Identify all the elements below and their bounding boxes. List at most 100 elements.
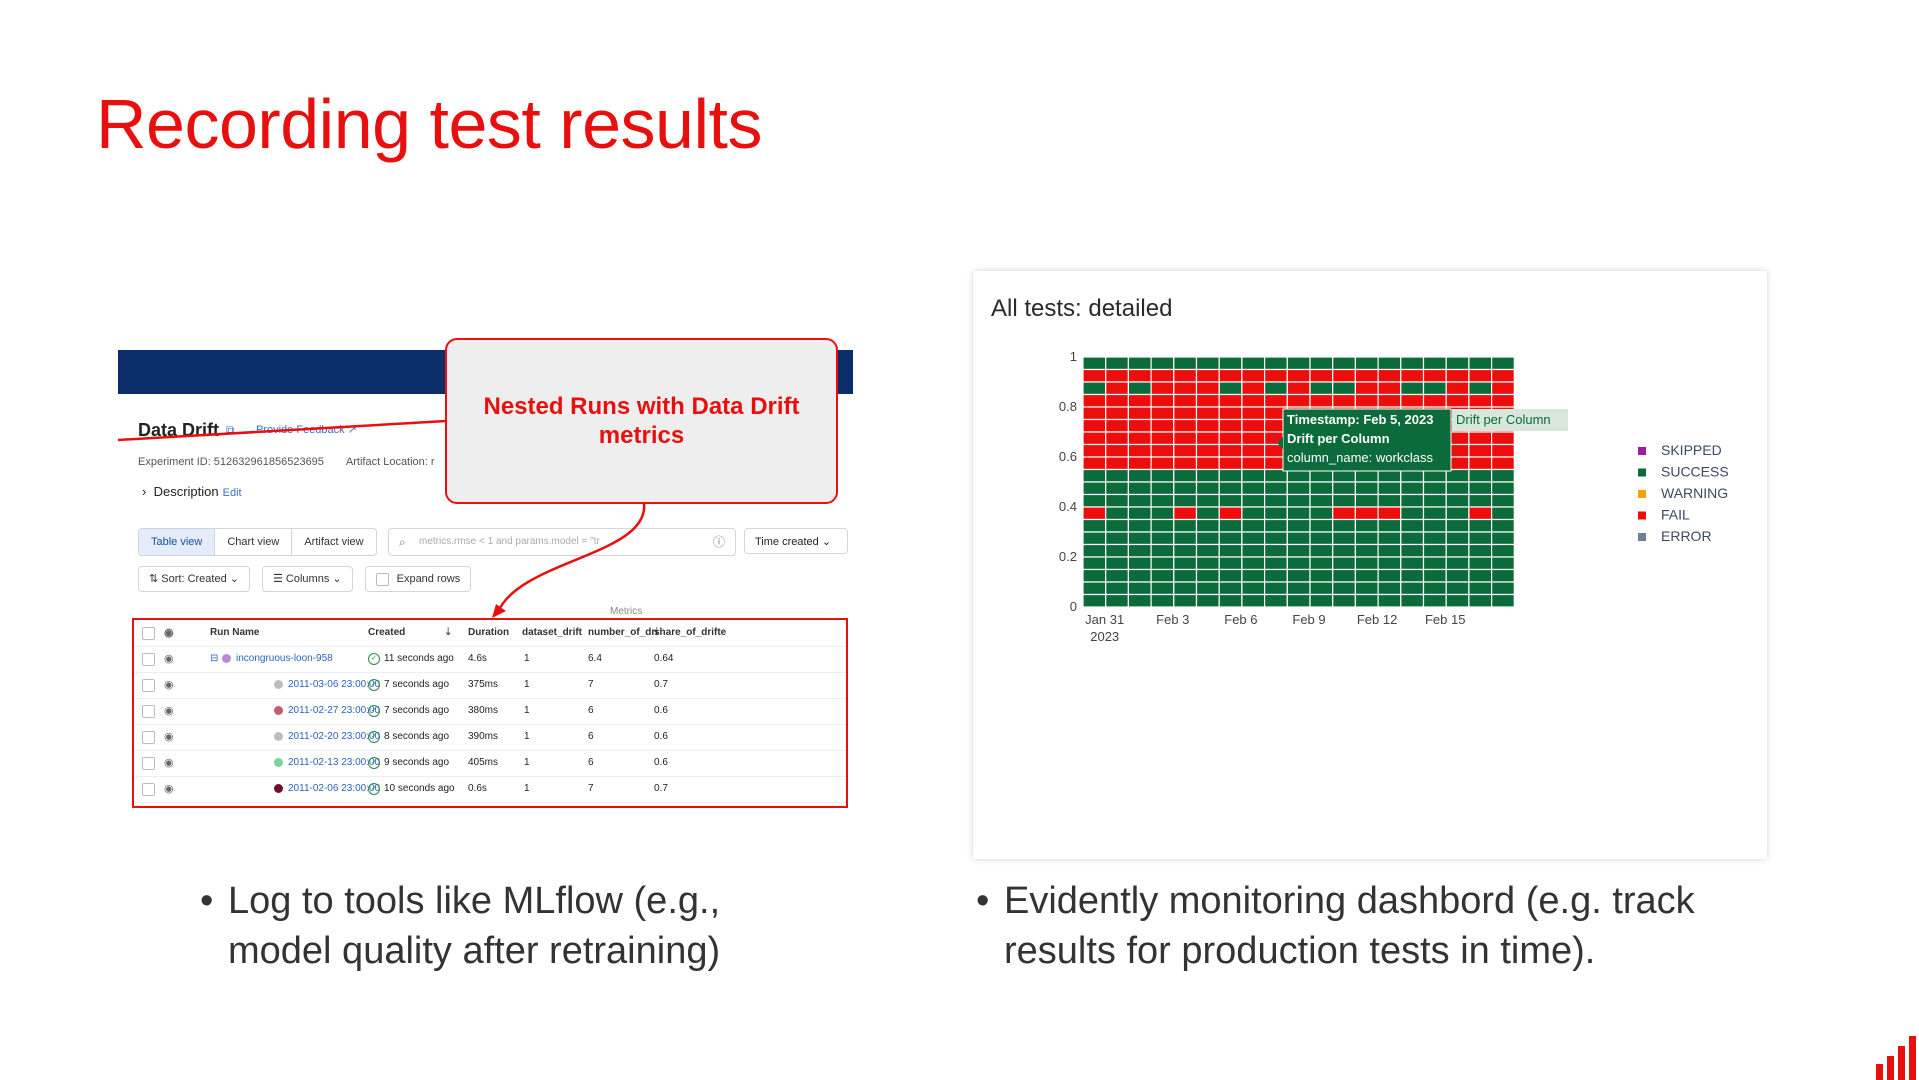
description-toggle[interactable]: › Description Edit [142,484,242,499]
heatmap-cell[interactable] [1195,418,1220,433]
heatmap-cell[interactable] [1173,456,1198,471]
heatmap-cell[interactable] [1422,518,1447,533]
heatmap-cell[interactable] [1127,406,1152,421]
heatmap-cell[interactable] [1309,381,1334,396]
heatmap-cell[interactable] [1127,543,1152,558]
heatmap-cell[interactable] [1105,593,1129,608]
eye-icon[interactable]: ◉ [164,783,174,795]
heatmap-cell[interactable] [1400,368,1425,383]
heatmap-cell[interactable] [1195,443,1220,458]
table-row[interactable]: ◉ 2011-02-06 23:00:00 ✓ 10 seconds ago 0.6s 1… [134,776,846,803]
header-dataset-drift[interactable]: dataset_drift [522,627,583,638]
run-name-link[interactable]: 2011-02-06 23:00:00 [288,783,381,794]
heatmap-cell[interactable] [1377,481,1402,496]
heatmap-cell[interactable] [1264,581,1288,596]
heatmap-cell[interactable] [1105,581,1129,596]
heatmap-cell[interactable] [1195,531,1220,546]
heatmap-cell[interactable] [1400,543,1425,558]
heatmap-cell[interactable] [1264,368,1288,383]
heatmap-cell[interactable] [1150,506,1175,521]
eye-icon[interactable]: ◉ [164,757,174,769]
table-row[interactable]: ◉ 2011-02-13 23:00:00 ✓ 9 seconds ago 405ms 1… [134,750,846,777]
heatmap-cell[interactable] [1445,593,1470,608]
heatmap-cell[interactable] [1264,518,1288,533]
heatmap-cell[interactable] [1195,556,1220,571]
row-checkbox[interactable] [142,731,155,744]
run-name-link[interactable]: 2011-02-20 23:00:00 [288,731,381,742]
heatmap-cell[interactable] [1468,518,1493,533]
heatmap-cell[interactable] [1490,393,1515,408]
heatmap-cell[interactable] [1150,543,1175,558]
heatmap-cell[interactable] [1422,493,1447,508]
heatmap-cell[interactable] [1286,543,1311,558]
heatmap-cell[interactable] [1309,556,1334,571]
heatmap-cell[interactable] [1082,381,1107,396]
expand-rows-checkbox[interactable] [375,572,389,586]
heatmap-cell[interactable] [1150,468,1175,483]
heatmap-cell[interactable] [1195,518,1220,533]
heatmap-cell[interactable] [1309,493,1334,508]
heatmap-cell[interactable] [1286,481,1311,496]
heatmap-cell[interactable] [1422,481,1447,496]
heatmap-cell[interactable] [1218,593,1243,608]
heatmap-cell[interactable] [1241,593,1266,608]
heatmap-cell[interactable] [1490,493,1515,508]
heatmap-cell[interactable] [1286,518,1311,533]
row-checkbox[interactable] [142,705,155,718]
heatmap-cell[interactable] [1082,456,1107,471]
heatmap-cell[interactable] [1286,493,1311,508]
heatmap-cell[interactable] [1241,406,1266,421]
heatmap-cell[interactable] [1173,381,1198,396]
heatmap-cell[interactable] [1309,518,1334,533]
heatmap-cell[interactable] [1490,431,1515,446]
heatmap-cell[interactable] [1332,356,1357,371]
heatmap-cell[interactable] [1127,581,1152,596]
heatmap-cell[interactable] [1264,393,1288,408]
heatmap-cell[interactable] [1195,506,1220,521]
heatmap-cell[interactable] [1422,581,1447,596]
heatmap-cell[interactable] [1468,393,1493,408]
heatmap-cell[interactable] [1127,506,1152,521]
heatmap-cell[interactable] [1241,531,1266,546]
heatmap-cell[interactable] [1468,556,1493,571]
heatmap-cell[interactable] [1105,381,1129,396]
heatmap-cell[interactable] [1468,468,1493,483]
heatmap-cell[interactable] [1241,568,1266,583]
heatmap-cell[interactable] [1490,443,1515,458]
heatmap-cell[interactable] [1490,368,1515,383]
heatmap-cell[interactable] [1127,418,1152,433]
heatmap-cell[interactable] [1468,568,1493,583]
heatmap-cell[interactable] [1173,468,1198,483]
heatmap-cell[interactable] [1241,581,1266,596]
heatmap-cell[interactable] [1150,581,1175,596]
heatmap-cell[interactable] [1354,381,1379,396]
heatmap-cell[interactable] [1241,481,1266,496]
heatmap-cell[interactable] [1218,543,1243,558]
heatmap-cell[interactable] [1195,543,1220,558]
heatmap-cell[interactable] [1218,506,1243,521]
heatmap-cell[interactable] [1082,556,1107,571]
row-checkbox[interactable] [142,653,155,666]
heatmap-cell[interactable] [1150,593,1175,608]
heatmap-cell[interactable] [1400,556,1425,571]
heatmap-cell[interactable] [1332,368,1357,383]
heatmap-cell[interactable] [1082,356,1107,371]
heatmap-cell[interactable] [1150,418,1175,433]
heatmap-cell[interactable] [1490,468,1515,483]
heatmap-cell[interactable] [1173,493,1198,508]
heatmap-cell[interactable] [1309,356,1334,371]
heatmap-cell[interactable] [1445,506,1470,521]
heatmap-cell[interactable] [1332,543,1357,558]
legend-label[interactable]: SKIPPED [1661,442,1722,458]
heatmap-cell[interactable] [1354,581,1379,596]
heatmap-cell[interactable] [1354,493,1379,508]
heatmap-cell[interactable] [1264,556,1288,571]
heatmap-cell[interactable] [1445,531,1470,546]
heatmap-cell[interactable] [1218,431,1243,446]
heatmap-cell[interactable] [1264,381,1288,396]
heatmap-cell[interactable] [1150,556,1175,571]
heatmap-cell[interactable] [1445,493,1470,508]
heatmap-cell[interactable] [1173,481,1198,496]
heatmap-cell[interactable] [1127,493,1152,508]
heatmap-cell[interactable] [1127,468,1152,483]
